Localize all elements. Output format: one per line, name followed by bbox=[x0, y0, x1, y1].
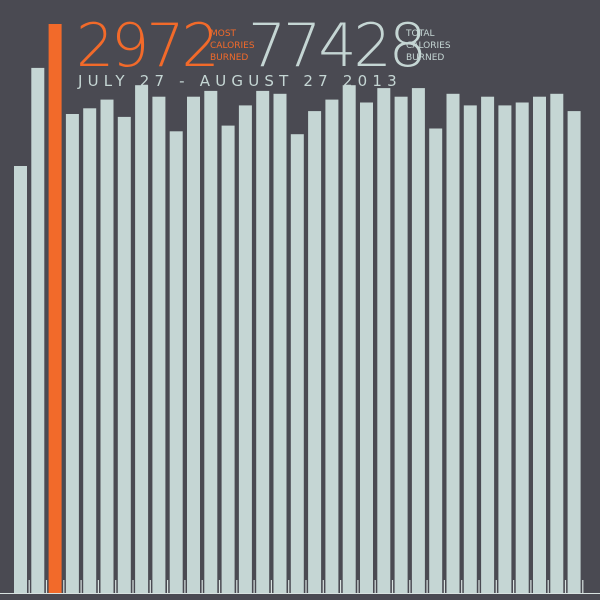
total-calories-value: 77428 bbox=[248, 11, 427, 81]
bar bbox=[187, 96, 200, 593]
axis-tick bbox=[547, 580, 549, 593]
bar bbox=[360, 102, 373, 593]
axis-tick bbox=[391, 580, 394, 593]
axis-tick bbox=[132, 580, 134, 593]
axis-tick bbox=[167, 580, 169, 593]
bar bbox=[238, 105, 252, 594]
bar bbox=[411, 88, 425, 593]
axis-tick bbox=[236, 580, 238, 593]
axis-tick bbox=[218, 580, 221, 593]
axis-tick bbox=[513, 580, 515, 593]
axis-tick bbox=[426, 580, 428, 593]
max-calories-value: 2972 bbox=[76, 11, 220, 81]
bar bbox=[100, 99, 114, 593]
axis-tick bbox=[63, 580, 65, 593]
axis-tick bbox=[45, 580, 48, 593]
bar bbox=[117, 116, 131, 594]
bar bbox=[429, 128, 443, 593]
axis-tick bbox=[97, 580, 99, 593]
axis-tick bbox=[288, 580, 290, 593]
bar bbox=[290, 134, 304, 593]
axis-tick bbox=[322, 580, 324, 593]
bar-highlight bbox=[48, 24, 62, 593]
bar bbox=[325, 99, 339, 593]
max-calories-caption: MOST CALORIES BURNED bbox=[210, 29, 255, 63]
bar bbox=[273, 93, 287, 594]
axis-tick bbox=[184, 580, 186, 593]
axis-tick bbox=[564, 580, 567, 593]
bar bbox=[169, 131, 183, 594]
bar bbox=[567, 111, 581, 593]
axis-tick bbox=[357, 580, 359, 593]
bar bbox=[533, 96, 546, 593]
bar bbox=[550, 93, 564, 594]
bar bbox=[342, 85, 356, 593]
date-range: JULY 27 - AUGUST 27 2013 bbox=[78, 72, 402, 90]
axis-tick bbox=[340, 580, 342, 593]
bar bbox=[394, 96, 408, 593]
bar bbox=[221, 125, 235, 593]
axis-tick bbox=[409, 580, 411, 593]
axis-tick bbox=[530, 580, 532, 593]
bar bbox=[515, 102, 529, 593]
axis-tick bbox=[461, 580, 463, 593]
axis-tick bbox=[80, 580, 82, 593]
bar bbox=[481, 96, 495, 593]
bar bbox=[498, 105, 512, 594]
bar bbox=[152, 96, 166, 593]
bar bbox=[377, 88, 391, 593]
axis-tick bbox=[270, 580, 272, 593]
axis-tick bbox=[478, 580, 480, 593]
axis-tick bbox=[28, 580, 30, 593]
bar bbox=[256, 90, 270, 594]
axis-tick bbox=[495, 580, 497, 593]
total-calories-caption: TOTAL CALORIES BURNED bbox=[406, 29, 451, 63]
bar bbox=[446, 93, 460, 594]
axis-tick bbox=[253, 580, 255, 593]
bar bbox=[135, 85, 149, 593]
axis-tick bbox=[201, 580, 203, 593]
axis-tick bbox=[582, 580, 584, 593]
bar bbox=[463, 105, 477, 594]
axis-tick bbox=[149, 580, 151, 593]
bar bbox=[83, 108, 97, 594]
bar bbox=[204, 90, 218, 594]
axis-tick bbox=[443, 580, 445, 593]
bar bbox=[14, 166, 27, 593]
bar bbox=[65, 114, 79, 593]
x-axis-baseline bbox=[0, 593, 600, 594]
axis-tick bbox=[115, 580, 117, 593]
axis-tick bbox=[374, 580, 376, 593]
bar bbox=[31, 67, 45, 593]
axis-tick bbox=[305, 580, 307, 593]
bar bbox=[308, 111, 322, 593]
